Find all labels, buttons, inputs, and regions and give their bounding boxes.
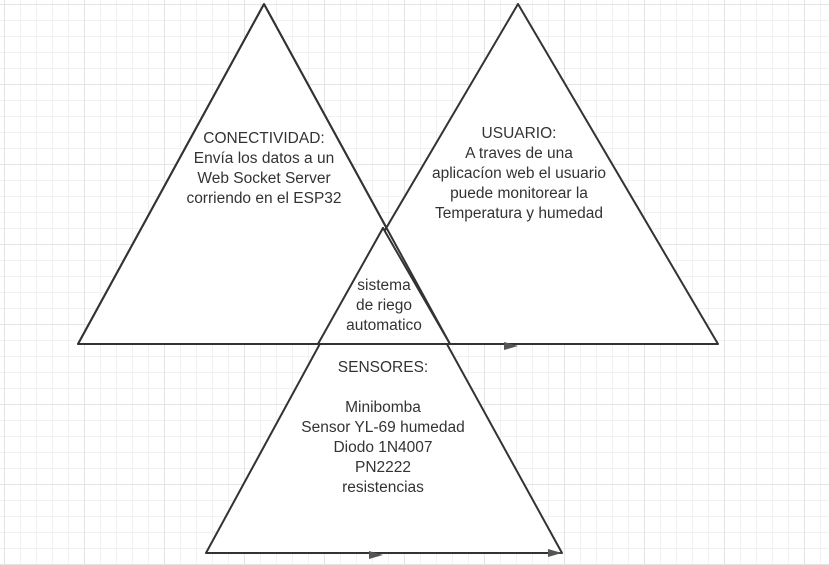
conectividad-line-2: Envía los datos a un bbox=[193, 150, 335, 167]
arrowhead-bottom-right bbox=[548, 549, 562, 557]
label-centro: sistema de riego automatico bbox=[334, 276, 434, 336]
usuario-line-4: puede monitorear la bbox=[450, 185, 588, 202]
conectividad-line-3: Web Socket Server bbox=[197, 170, 331, 187]
arrowhead-top bbox=[504, 342, 518, 350]
centro-line-2: de riego bbox=[355, 297, 412, 314]
usuario-line-2: A traves de una bbox=[465, 145, 573, 162]
sensores-line-2: Sensor YL-69 humedad bbox=[301, 419, 465, 436]
label-conectividad: CONECTIVIDAD: Envía los datos a un Web S… bbox=[163, 129, 365, 209]
conectividad-line-4: corriendo en el ESP32 bbox=[186, 190, 342, 207]
usuario-line-3: aplicacíon web el usuario bbox=[431, 165, 607, 182]
arrowhead-bottom-mid bbox=[369, 551, 383, 559]
usuario-line-5: Temperatura y humedad bbox=[434, 205, 603, 222]
triangle-conectividad-outline bbox=[77, 3, 451, 345]
triangle-sensores[interactable] bbox=[205, 227, 563, 554]
usuario-line-1: USUARIO: bbox=[481, 125, 557, 142]
centro-line-3: automatico bbox=[346, 317, 422, 334]
conectividad-line-1: CONECTIVIDAD: bbox=[203, 130, 325, 147]
label-sensores: SENSORES: Minibomba Sensor YL-69 humedad… bbox=[283, 358, 483, 498]
label-usuario: USUARIO: A traves de una aplicacíon web … bbox=[408, 124, 630, 224]
sensores-line-4: PN2222 bbox=[354, 459, 411, 476]
sensores-line-5: resistencias bbox=[342, 479, 424, 496]
triangle-centro[interactable] bbox=[317, 227, 451, 345]
sensores-line-1: Minibomba bbox=[345, 399, 421, 416]
centro-line-1: sistema bbox=[357, 277, 411, 294]
sensores-title: SENSORES: bbox=[337, 359, 429, 376]
sensores-line-3: Diodo 1N4007 bbox=[333, 439, 433, 456]
